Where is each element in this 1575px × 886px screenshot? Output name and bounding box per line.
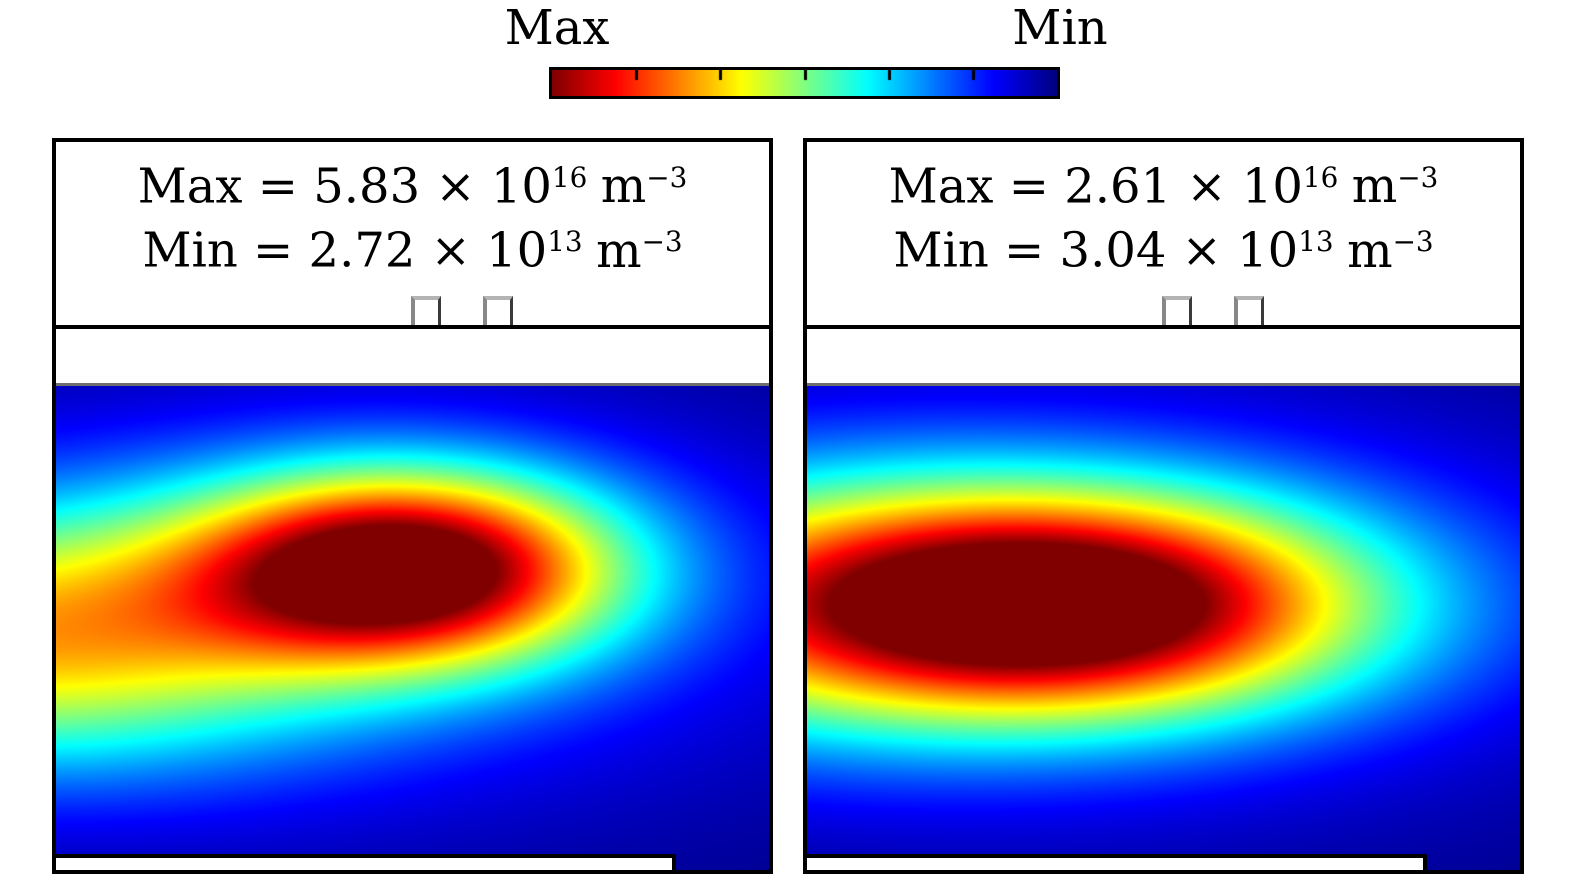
wall-boundary-line: [807, 383, 1520, 386]
colorbar: [549, 67, 1060, 99]
max-unit: m: [1351, 158, 1398, 215]
max-value-text: Max = 5.83 × 10: [137, 158, 552, 215]
electrode-notch: [483, 296, 513, 325]
min-value-text: Min = 3.04 × 10: [893, 222, 1299, 279]
max-unit-exponent: −3: [646, 161, 688, 194]
max-value-line: Max = 5.83 × 1016 m−3: [56, 150, 769, 214]
substrate-bar: [56, 854, 676, 870]
min-unit-exponent: −3: [1392, 225, 1434, 259]
max-unit: m: [600, 158, 647, 215]
left-heatmap-canvas: [56, 386, 769, 870]
min-unit: m: [1347, 222, 1393, 279]
panel-right-stats: Max = 2.61 × 1016 m−3 Min = 3.04 × 1013 m−…: [807, 150, 1520, 279]
min-value-line: Min = 2.72 × 1013 m−3: [56, 214, 769, 279]
wall-boundary-line: [56, 383, 769, 386]
electrode-notch: [1234, 296, 1264, 325]
colorbar-min-label: Min: [1012, 0, 1108, 56]
ground-line: [56, 325, 769, 329]
min-exponent: 13: [1298, 225, 1334, 259]
panel-left: Max = 5.83 × 1016 m−3 Min = 2.72 × 1013 m−…: [52, 138, 773, 874]
max-exponent: 16: [1302, 161, 1339, 194]
right-heatmap-canvas: [807, 386, 1520, 870]
max-unit-exponent: −3: [1397, 161, 1439, 194]
ground-line: [807, 325, 1520, 329]
colorbar-gradient: [552, 70, 1057, 96]
max-value-line: Max = 2.61 × 1016 m−3: [807, 150, 1520, 214]
panel-left-stats: Max = 5.83 × 1016 m−3 Min = 2.72 × 1013 m−…: [56, 150, 769, 279]
electrode-notch: [1162, 296, 1192, 325]
electrode-notch: [411, 296, 441, 325]
max-exponent: 16: [551, 161, 588, 194]
min-unit-exponent: −3: [641, 225, 683, 259]
min-value-text: Min = 2.72 × 10: [142, 222, 548, 279]
max-value-text: Max = 2.61 × 10: [888, 158, 1303, 215]
panel-right: Max = 2.61 × 1016 m−3 Min = 3.04 × 1013 m−…: [803, 138, 1524, 874]
min-exponent: 13: [547, 225, 583, 259]
colorbar-max-label: Max: [504, 0, 610, 56]
min-unit: m: [596, 222, 642, 279]
min-value-line: Min = 3.04 × 1013 m−3: [807, 214, 1520, 279]
substrate-bar: [807, 854, 1427, 870]
